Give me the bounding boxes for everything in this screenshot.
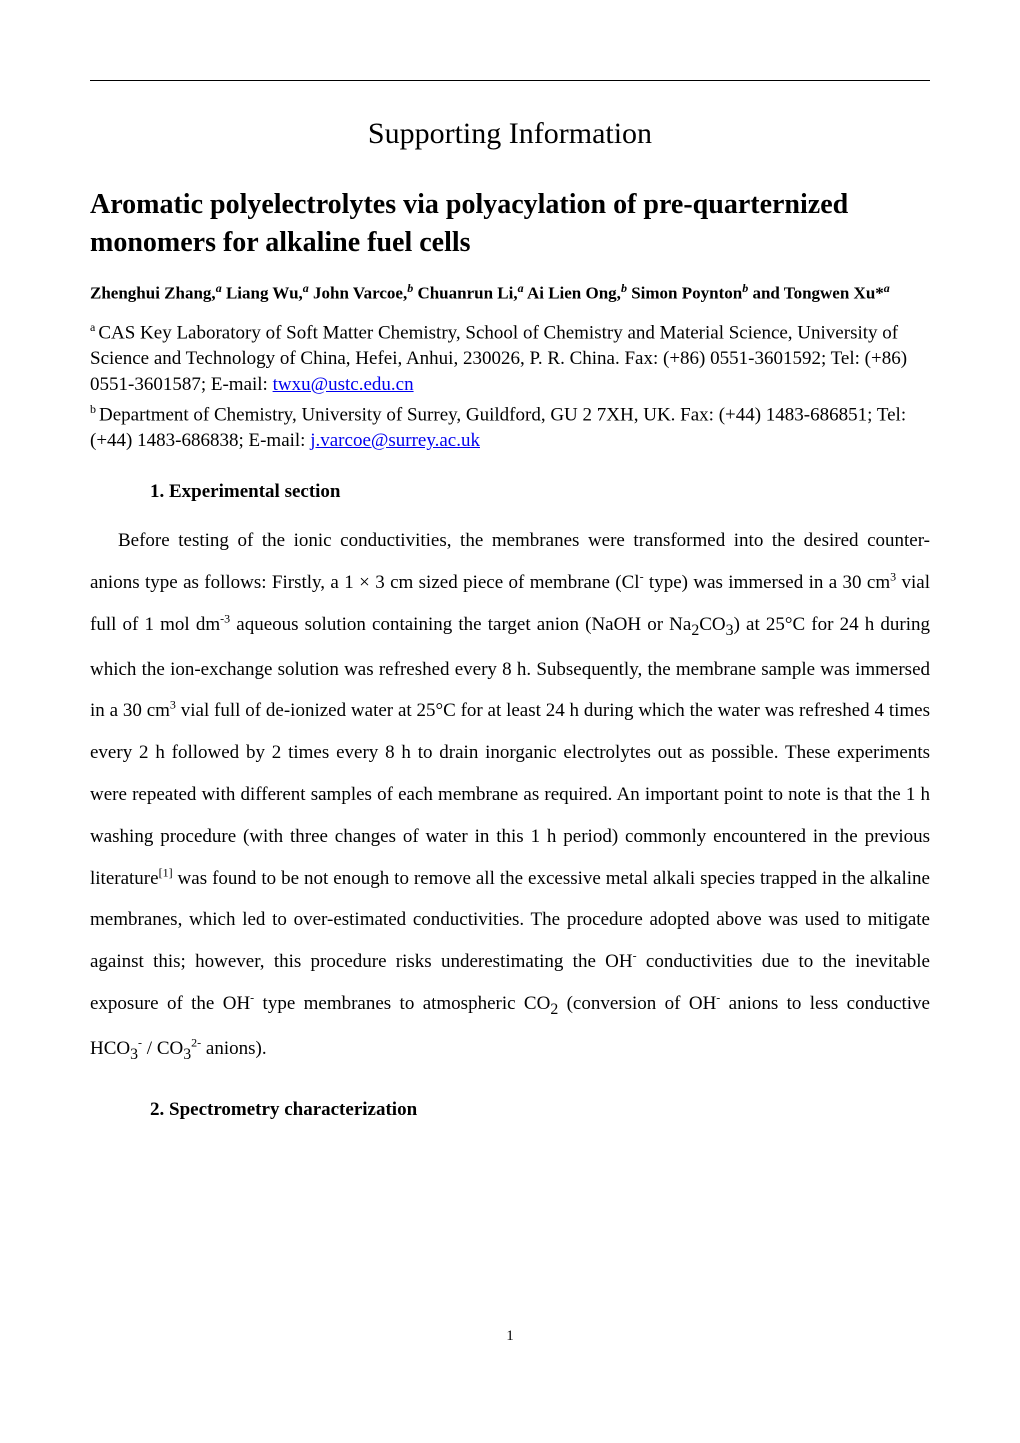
body-text: aqueous solution containing the target a…: [230, 614, 691, 635]
sup-ref1: [1]: [159, 865, 173, 879]
top-divider: [90, 80, 930, 81]
sup-co3-2minus: 2-: [191, 1035, 201, 1049]
author-7-sup: a: [884, 281, 890, 295]
author-6: Simon Poynton: [631, 283, 742, 302]
sub-co3: 3: [726, 622, 734, 639]
author-5: Ai Lien Ong,: [527, 283, 621, 302]
author-3-sup: b: [407, 281, 413, 295]
author-3: John Varcoe,: [313, 283, 407, 302]
sup-dm-3: -3: [220, 612, 230, 626]
body-text: vial full of de-ionized water at 25°C fo…: [90, 700, 930, 888]
affil-b-sup: b: [90, 402, 99, 416]
paper-title: Aromatic polyelectrolytes via polyacylat…: [90, 186, 930, 262]
author-1: Zhenghui Zhang,: [90, 283, 216, 302]
author-4-sup: a: [518, 281, 524, 295]
author-5-sup: b: [621, 281, 627, 295]
section-1-heading: 1. Experimental section: [150, 478, 930, 507]
author-1-sup: a: [216, 281, 222, 295]
body-paragraph-1: Before testing of the ionic conductiviti…: [90, 520, 930, 1072]
affil-b-text: Department of Chemistry, University of S…: [90, 405, 906, 452]
body-text: CO: [699, 614, 725, 635]
body-text: (conversion of OH: [558, 993, 716, 1014]
affil-b-email[interactable]: j.varcoe@surrey.ac.uk: [310, 430, 480, 451]
body-text: type membranes to atmospheric CO: [254, 993, 550, 1014]
affiliation-b: b Department of Chemistry, University of…: [90, 401, 930, 454]
author-6-sup: b: [742, 281, 748, 295]
affil-a-text: CAS Key Laboratory of Soft Matter Chemis…: [90, 322, 907, 394]
sub-co3-2: 3: [183, 1045, 191, 1062]
section-2-heading: 2. Spectrometry characterization: [150, 1096, 930, 1125]
author-2: Liang Wu,: [226, 283, 303, 302]
body-text: type) was immersed in a 30 cm: [644, 572, 891, 593]
author-7: and Tongwen Xu*: [752, 283, 883, 302]
author-4: Chuanrun Li,: [417, 283, 517, 302]
author-2-sup: a: [303, 281, 309, 295]
author-list: Zhenghui Zhang,a Liang Wu,a John Varcoe,…: [90, 280, 930, 305]
body-text: / CO: [142, 1038, 183, 1059]
affiliation-a: a CAS Key Laboratory of Soft Matter Chem…: [90, 319, 930, 397]
body-text: anions).: [201, 1038, 266, 1059]
page-number: 1: [90, 1325, 930, 1348]
supporting-info-header: Supporting Information: [90, 111, 930, 156]
sub-hco3: 3: [130, 1045, 138, 1062]
affil-a-email[interactable]: twxu@ustc.edu.cn: [273, 374, 414, 395]
